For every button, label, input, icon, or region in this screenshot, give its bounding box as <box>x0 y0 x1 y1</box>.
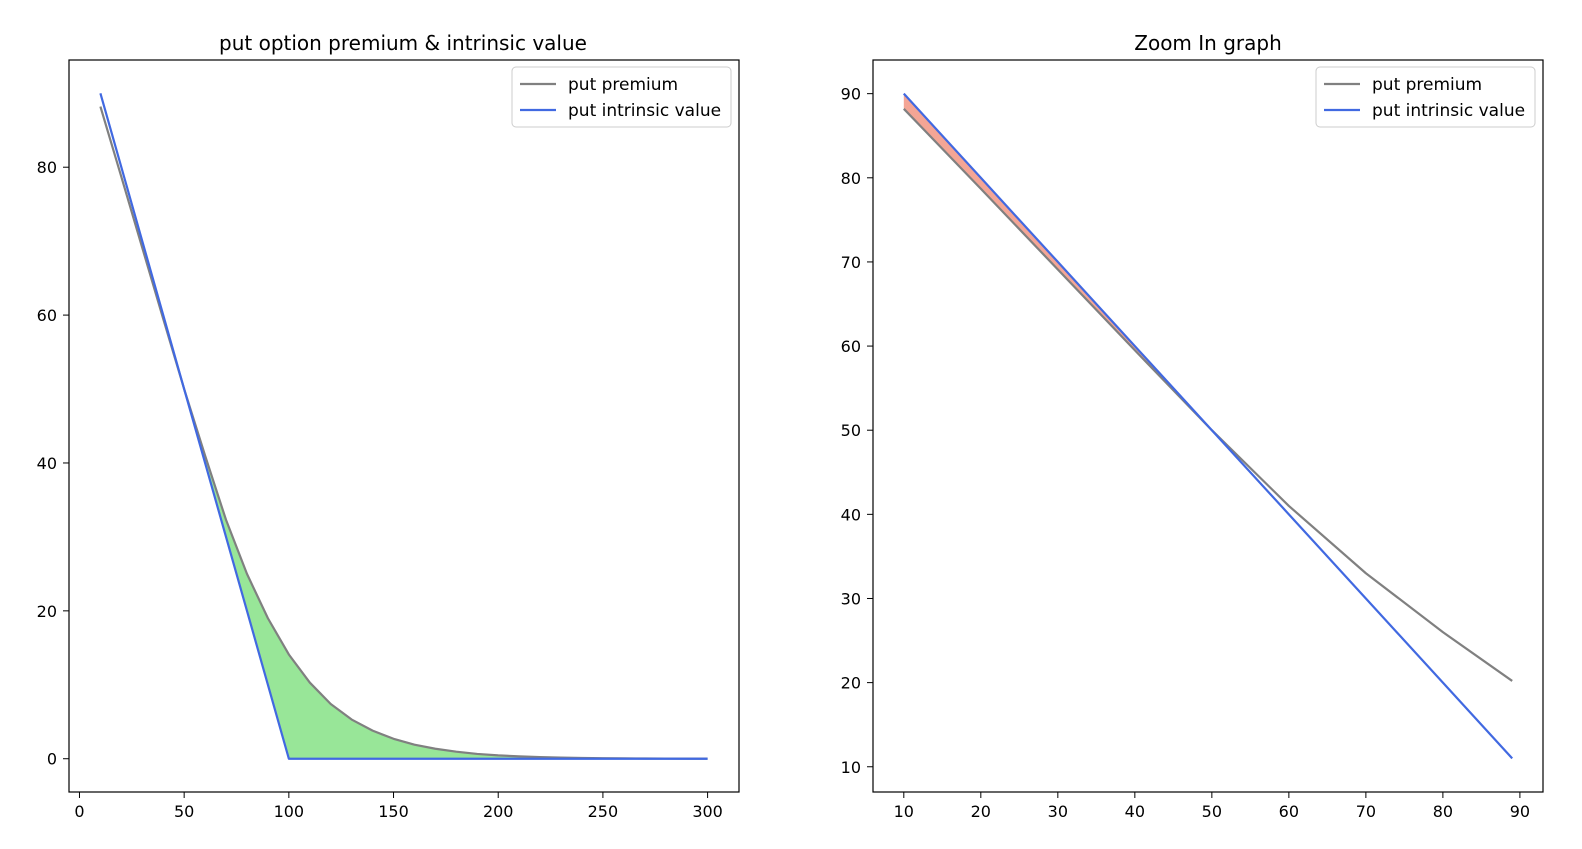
right-x-tick-label: 60 <box>1279 802 1299 821</box>
left-y-tick-label: 80 <box>37 158 57 177</box>
right-legend-box <box>1315 66 1536 128</box>
chart-right: Zoom In graph 10 20 30 40 50 60 70 80 90 10 20 30 4… <box>841 31 1544 821</box>
right-y-tick-label: 90 <box>841 85 861 104</box>
left-plot-frame <box>68 59 740 793</box>
right-x-tick-label: 20 <box>971 802 991 821</box>
right-y-tick-label: 30 <box>841 589 861 608</box>
right-x-axis: 10 20 30 40 50 60 70 80 90 <box>894 792 1530 821</box>
left-fill-area <box>184 389 708 759</box>
left-y-tick-label: 20 <box>37 602 57 621</box>
right-legend-label-premium: put premium <box>1372 75 1482 95</box>
right-x-tick-label: 50 <box>1202 802 1222 821</box>
left-series-premium-line <box>99 106 708 760</box>
left-legend-label-intrinsic: put intrinsic value <box>568 101 721 121</box>
right-series-intrinsic-line <box>902 92 1514 760</box>
left-x-tick-label: 200 <box>483 802 514 821</box>
left-y-axis: 0 20 40 60 80 <box>37 158 69 769</box>
left-y-tick-label: 0 <box>47 750 57 769</box>
chart-left: put option premium & intrinsic value 0 50… <box>37 31 740 821</box>
left-legend-box <box>511 66 732 128</box>
left-y-tick-label: 40 <box>37 454 57 473</box>
right-legend: put premium put intrinsic value <box>1315 66 1536 128</box>
right-y-tick-label: 10 <box>841 758 861 777</box>
right-y-tick-label: 60 <box>841 337 861 356</box>
right-y-tick-label: 40 <box>841 505 861 524</box>
right-legend-label-intrinsic: put intrinsic value <box>1372 101 1525 121</box>
right-y-tick-label: 70 <box>841 253 861 272</box>
right-x-tick-label: 40 <box>1125 802 1145 821</box>
left-x-tick-label: 300 <box>692 802 723 821</box>
left-x-tick-label: 50 <box>174 802 194 821</box>
chart-left-title: put option premium & intrinsic value <box>219 31 587 55</box>
left-y-tick-label: 60 <box>37 306 57 325</box>
left-fill-region <box>184 389 708 759</box>
left-legend-label-premium: put premium <box>568 75 678 95</box>
right-y-axis: 10 20 30 40 50 60 70 80 90 <box>841 85 873 777</box>
right-y-tick-label: 50 <box>841 421 861 440</box>
left-x-tick-label: 0 <box>74 802 84 821</box>
right-x-tick-label: 10 <box>894 802 914 821</box>
left-x-tick-label: 100 <box>274 802 305 821</box>
right-x-tick-label: 30 <box>1048 802 1068 821</box>
right-x-tick-label: 80 <box>1433 802 1453 821</box>
right-y-tick-label: 20 <box>841 674 861 693</box>
right-plot-frame <box>872 59 1544 793</box>
left-legend: put premium put intrinsic value <box>511 66 732 128</box>
right-x-tick-label: 90 <box>1510 802 1530 821</box>
chart-right-title: Zoom In graph <box>1134 31 1282 55</box>
left-series-lines <box>99 92 708 760</box>
left-series-intrinsic-line <box>99 92 708 760</box>
left-x-tick-label: 150 <box>378 802 409 821</box>
right-x-tick-label: 70 <box>1356 802 1376 821</box>
left-x-tick-label: 250 <box>588 802 619 821</box>
right-y-tick-label: 80 <box>841 169 861 188</box>
left-x-axis: 0 50 100 150 200 250 300 <box>74 792 723 821</box>
right-series-lines <box>902 92 1514 760</box>
